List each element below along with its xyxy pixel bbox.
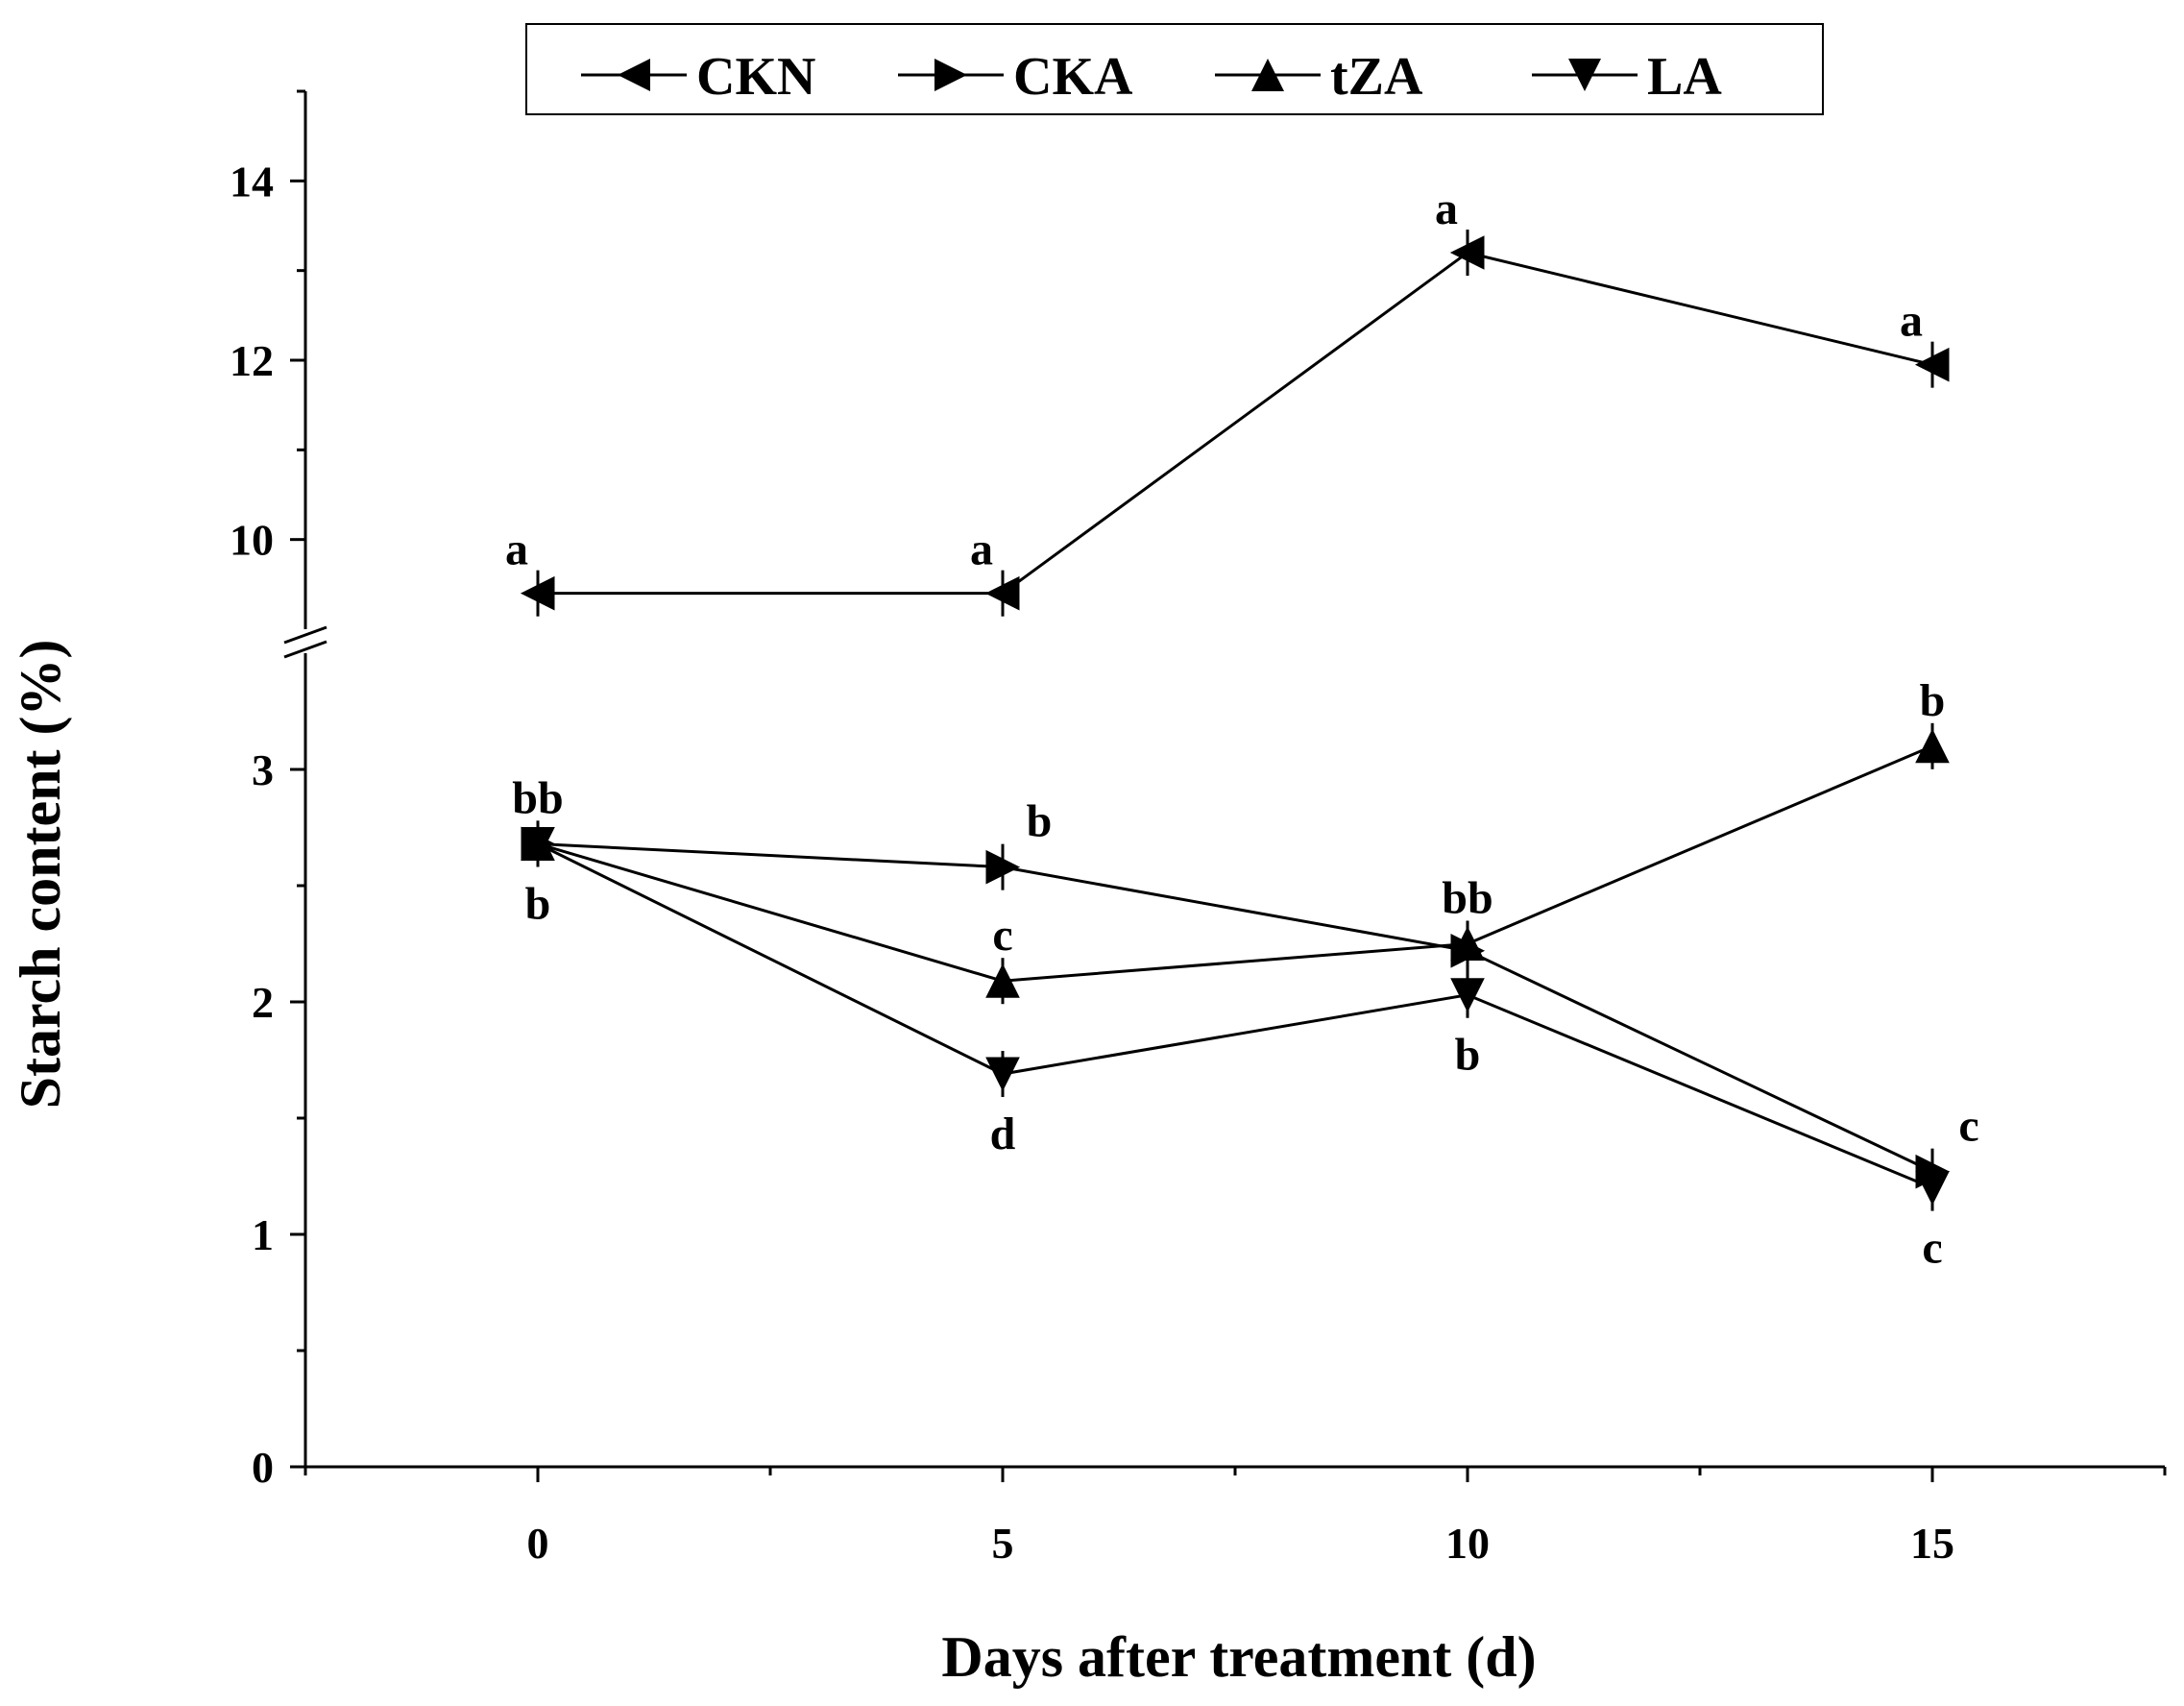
significance-label: a bbox=[1900, 296, 1923, 347]
series-line-LA bbox=[537, 842, 1933, 1189]
legend-item-CKA: CKA bbox=[898, 47, 1133, 107]
legend-marker-triangle-right bbox=[934, 59, 967, 91]
significance-label: a bbox=[970, 524, 993, 575]
y-tick-label-0: 0 bbox=[252, 1443, 274, 1492]
significance-label: c bbox=[992, 910, 1012, 961]
y-axis-title: Starch content (%) bbox=[9, 640, 72, 1109]
y-tick-label-1: 1 bbox=[252, 1210, 274, 1259]
legend-item-CKN: CKN bbox=[581, 47, 815, 107]
legend-label: CKA bbox=[1013, 47, 1133, 107]
significance-label: bb bbox=[512, 772, 563, 823]
legend-items: CKN CKA tZA LA bbox=[581, 47, 1722, 107]
x-tick-label-5: 5 bbox=[992, 1519, 1014, 1568]
significance-label: bb bbox=[1442, 873, 1492, 924]
x-axis-title: Days after treatment (d) bbox=[941, 1625, 1536, 1689]
significance-label: b bbox=[1920, 675, 1946, 726]
series-line-CKA bbox=[537, 841, 1933, 1174]
legend-marker-triangle-up bbox=[1251, 59, 1284, 91]
x-tick-label-15: 15 bbox=[1910, 1519, 1954, 1568]
legend-label: LA bbox=[1647, 47, 1722, 107]
series-line-CKN bbox=[538, 251, 1933, 596]
y-tick-label-10: 10 bbox=[230, 516, 274, 565]
legend-item-LA: LA bbox=[1532, 47, 1722, 107]
significance-label: b bbox=[1455, 1030, 1481, 1081]
significance-label: b bbox=[525, 878, 551, 929]
legend-marker-triangle-left bbox=[618, 59, 650, 91]
legend-marker-triangle-down bbox=[1568, 59, 1601, 91]
x-tick-label-10: 10 bbox=[1445, 1519, 1490, 1568]
x-tick-label-0: 0 bbox=[527, 1519, 549, 1568]
legend-label: tZA bbox=[1330, 47, 1423, 107]
significance-label: a bbox=[505, 524, 528, 575]
y-tick-label-14: 14 bbox=[230, 157, 274, 206]
legend-item-tZA: tZA bbox=[1215, 47, 1423, 107]
y-tick-label-3: 3 bbox=[252, 745, 274, 794]
significance-label: a bbox=[1435, 183, 1458, 234]
significance-label: c bbox=[1922, 1223, 1942, 1274]
axis-break-mark bbox=[283, 625, 328, 659]
series-line-tZA bbox=[537, 744, 1933, 983]
legend-box bbox=[525, 23, 1824, 115]
y-tick-label-12: 12 bbox=[230, 336, 274, 385]
series-LA bbox=[521, 820, 1950, 1211]
series-layer bbox=[520, 230, 1951, 1211]
significance-label: c bbox=[1958, 1101, 1978, 1152]
series-CKN bbox=[520, 230, 1950, 617]
significance-label: b bbox=[1027, 796, 1053, 847]
legend: CKN CKA tZA LA bbox=[525, 23, 1824, 115]
significance-label: d bbox=[990, 1109, 1016, 1159]
series-tZA bbox=[521, 722, 1950, 1005]
series-CKA bbox=[521, 820, 1951, 1195]
legend-label: CKN bbox=[696, 47, 815, 107]
y-tick-label-2: 2 bbox=[252, 978, 274, 1027]
